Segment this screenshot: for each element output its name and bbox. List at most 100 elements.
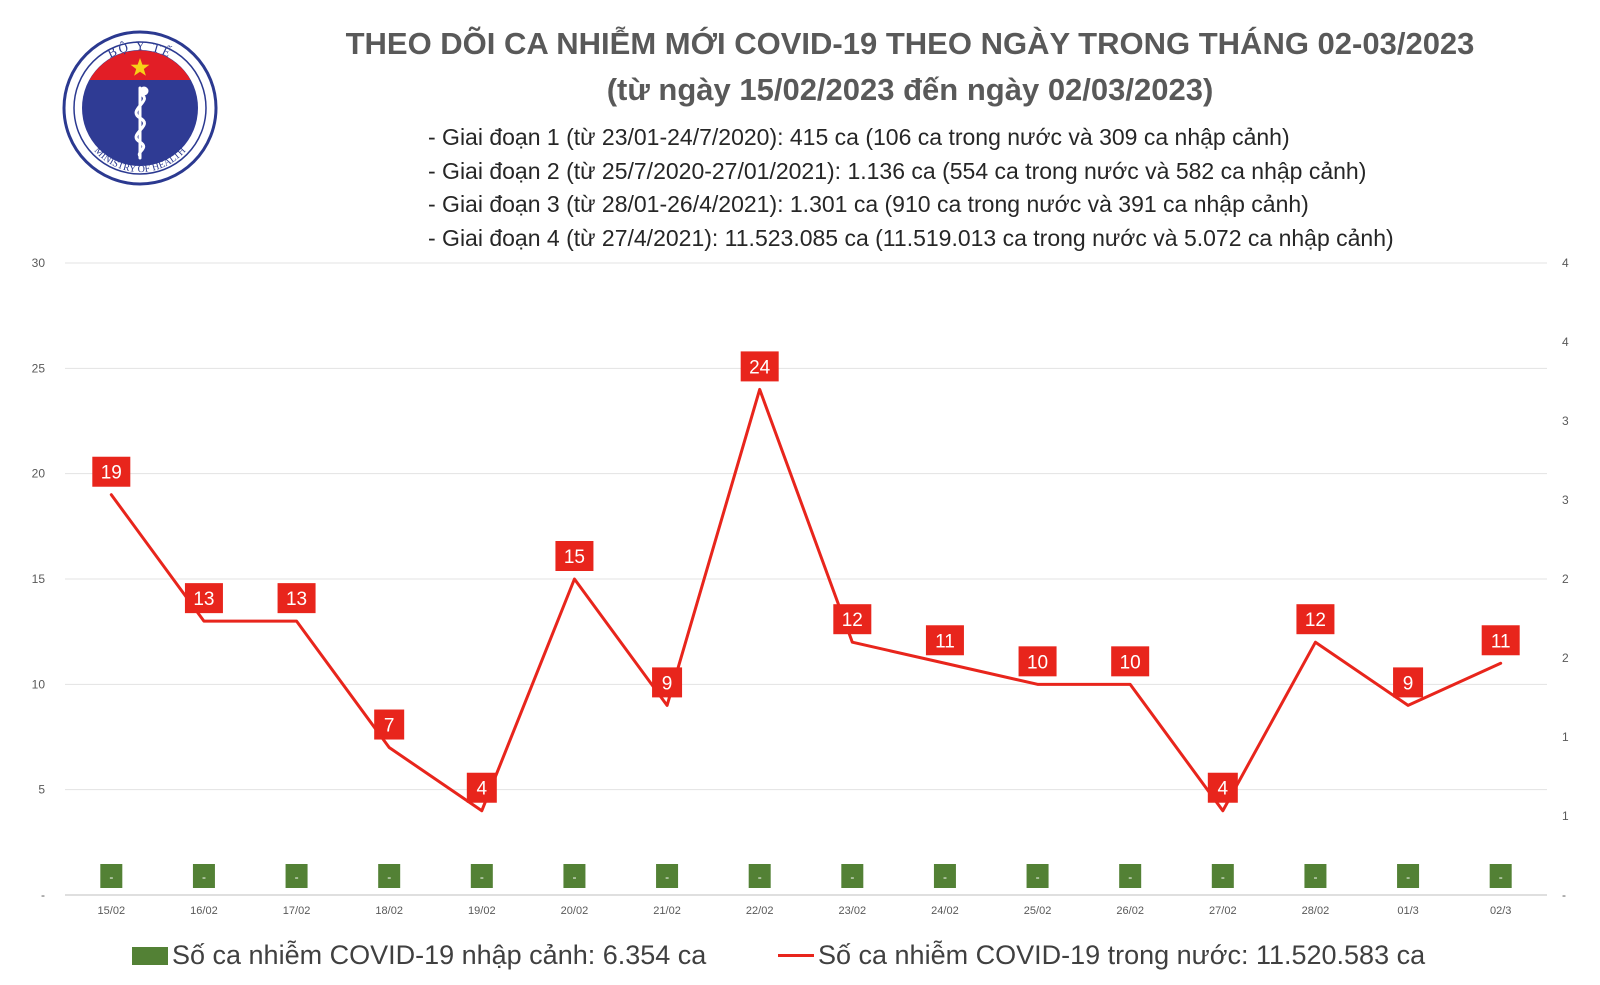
domestic-data-label: 7 (384, 716, 395, 737)
right-axis-tick-label: 2 (1562, 572, 1569, 586)
phase-summary-list: - Giai đoạn 1 (từ 23/01-24/7/2020): 415 … (428, 121, 1394, 255)
x-axis-tick-label: 28/02 (1302, 905, 1330, 917)
imported-bar-label-box (470, 864, 493, 888)
x-axis-tick-label: 23/02 (839, 905, 867, 917)
imported-bar-data-label: - (387, 870, 391, 884)
domestic-data-label: 24 (749, 357, 771, 378)
domestic-data-label-box (1393, 667, 1424, 698)
chart-subtitle: (từ ngày 15/02/2023 đến ngày 02/03/2023) (606, 72, 1214, 107)
x-axis-tick-label: 21/02 (653, 905, 681, 917)
right-axis-tick-label: 4 (1562, 256, 1569, 270)
domestic-data-label-box (1481, 625, 1520, 656)
legend-item-imported: Số ca nhiễm COVID-19 nhập cảnh: 6.354 ca (132, 940, 706, 971)
imported-bar-data-label: - (943, 870, 947, 884)
right-axis-tick-label: 4 (1562, 335, 1569, 349)
domestic-data-label-box (1018, 646, 1057, 677)
ministry-of-health-logo: BỘ Y TẾ MINISTRY OF HEALTH (62, 30, 218, 186)
legend-swatch-imported (132, 946, 168, 965)
right-axis-tick-label: 1 (1562, 730, 1569, 744)
domestic-data-label: 13 (286, 589, 307, 610)
x-axis-tick-label: 18/02 (375, 905, 403, 917)
domestic-data-label: 19 (101, 463, 122, 484)
imported-bar-label-box (841, 864, 864, 888)
imported-bar-label-box (192, 864, 215, 888)
imported-bar-data-label: - (202, 870, 206, 884)
phase-summary-item-1: - Giai đoạn 1 (từ 23/01-24/7/2020): 415 … (428, 124, 1290, 150)
domestic-data-label-box (466, 772, 497, 803)
left-axis-tick-label: 5 (38, 783, 45, 797)
right-axis-tick-label: 2 (1562, 651, 1569, 665)
imported-bar-data-label: - (572, 870, 576, 884)
imported-bar-label-box (933, 864, 956, 888)
legend-label-domestic: Số ca nhiễm COVID-19 trong nước: 11.520.… (818, 940, 1426, 970)
imported-bar-data-label: - (1221, 870, 1225, 884)
imported-bar-label-box (378, 864, 401, 888)
domestic-data-label-box (652, 667, 683, 698)
logo-inner-ring (73, 41, 207, 175)
x-axis-tick-label: 19/02 (468, 905, 496, 917)
domestic-data-label: 10 (1027, 652, 1048, 673)
domestic-data-label: 11 (1491, 631, 1511, 652)
imported-bar-label-box (1119, 864, 1142, 888)
left-axis-tick-label: 25 (32, 361, 46, 375)
imported-bar-label-box (100, 864, 123, 888)
x-axis-tick-label: 27/02 (1209, 905, 1237, 917)
imported-bar-data-label: - (1036, 870, 1040, 884)
domestic-data-label: 12 (842, 610, 863, 631)
domestic-data-label: 4 (1218, 779, 1229, 800)
domestic-data-label-box (1207, 772, 1238, 803)
domestic-data-label-box (925, 625, 964, 656)
x-axis-tick-label: 01/3 (1397, 905, 1418, 917)
imported-bar-label-box (1397, 864, 1420, 888)
x-axis-tick-label: 22/02 (746, 905, 774, 917)
imported-bar-data-label: - (850, 870, 854, 884)
right-axis-tick-label: 1 (1562, 809, 1569, 823)
legend-item-domestic: Số ca nhiễm COVID-19 trong nước: 11.520.… (778, 940, 1425, 971)
domestic-data-label: 9 (662, 673, 673, 694)
left-axis-tick-label: 30 (32, 256, 46, 270)
legend-swatch-domestic (778, 954, 814, 957)
imported-bar-data-label: - (665, 870, 669, 884)
imported-bar-label-box (656, 864, 679, 888)
imported-bar-label-box (748, 864, 771, 888)
x-axis-tick-label: 26/02 (1116, 905, 1144, 917)
imported-bar-data-label: - (1128, 870, 1132, 884)
imported-bar-label-box (1211, 864, 1234, 888)
phase-summary-item-2: - Giai đoạn 2 (từ 25/7/2020-27/01/2021):… (428, 157, 1367, 184)
logo-arc-top-text: BỘ Y TẾ (105, 38, 175, 61)
phase-summary-item-4: - Giai đoạn 4 (từ 27/4/2021): 11.523.085… (428, 224, 1394, 251)
chart-title: THEO DÕI CA NHIỄM MỚI COVID-19 THEO NGÀY… (345, 26, 1475, 61)
domestic-data-label-box (92, 456, 131, 487)
imported-bar-data-label: - (109, 870, 113, 884)
imported-bar-label-box (1489, 864, 1512, 888)
imported-bar-data-label: - (758, 870, 762, 884)
phase-summary-item-3: - Giai đoạn 3 (từ 28/01-26/4/2021): 1.30… (428, 191, 1309, 217)
imported-bar-data-label: - (1499, 870, 1503, 884)
x-axis-tick-label: 16/02 (190, 905, 218, 917)
left-axis-tick-label: 20 (32, 467, 46, 481)
domestic-data-label-box (833, 604, 872, 635)
x-axis-tick-label: 25/02 (1024, 905, 1052, 917)
x-axis-tick-label: 15/02 (98, 905, 126, 917)
imported-bar-label-box (563, 864, 586, 888)
domestic-data-label: 13 (193, 589, 214, 610)
domestic-data-label: 4 (477, 779, 488, 800)
x-axis-tick-label: 24/02 (931, 905, 959, 917)
domestic-data-label-box (277, 583, 316, 614)
x-axis-tick-label: 17/02 (283, 905, 311, 917)
legend-label-imported: Số ca nhiễm COVID-19 nhập cảnh: 6.354 ca (172, 940, 707, 970)
imported-bar-data-label: - (295, 870, 299, 884)
imported-bar-data-label: - (480, 870, 484, 884)
imported-bar-data-label: - (1406, 870, 1410, 884)
x-axis-tick-label: 02/3 (1490, 905, 1511, 917)
domestic-data-label: 10 (1120, 652, 1141, 673)
domestic-data-label: 9 (1403, 673, 1414, 694)
domestic-data-label: 11 (935, 631, 955, 652)
star-icon (130, 58, 150, 76)
caduceus-icon (134, 86, 149, 160)
domestic-data-label-box (555, 541, 594, 571)
domestic-data-label-box (1296, 604, 1335, 635)
domestic-data-label-box (184, 583, 223, 614)
domestic-cases-line (109, 387, 1503, 813)
